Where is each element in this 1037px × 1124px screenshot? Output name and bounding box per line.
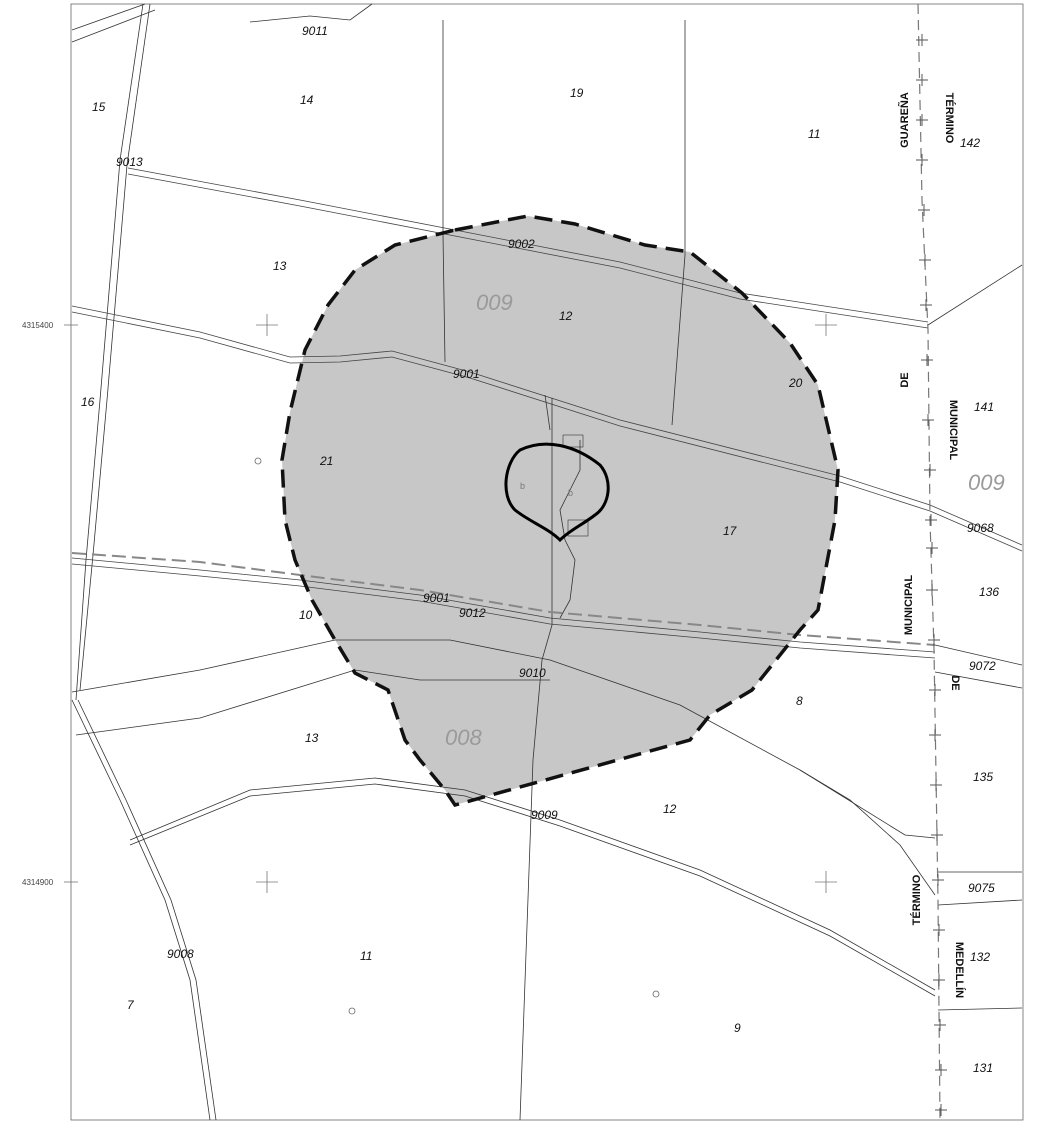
road-label: 9001 (423, 591, 450, 605)
boundary-labels: GUAREÑA DE MUNICIPAL TÉRMINO TÉRMINO MUN… (898, 92, 966, 998)
point-marker (652, 990, 660, 998)
parcel-label: 13 (273, 259, 287, 273)
point-marker (348, 1007, 356, 1015)
parcel-label: 12 (559, 309, 573, 323)
boundary-label: GUAREÑA (898, 92, 911, 148)
road-label: 9001 (453, 367, 480, 381)
road-label: 9072 (969, 659, 996, 673)
parcel-label: 17 (723, 524, 738, 538)
parcel-label: 16 (81, 395, 95, 409)
road-label: 9010 (519, 666, 546, 680)
boundary-label: MUNICIPAL (903, 575, 915, 636)
road-label: 9012 (459, 606, 486, 620)
parcel-label: 8 (796, 694, 803, 708)
parcel-label: 135 (973, 770, 993, 784)
parcel-label: 20 (788, 376, 803, 390)
road-label: 9013 (116, 155, 143, 169)
parcel-label: 11 (808, 127, 820, 141)
point-marker (254, 457, 262, 465)
boundary-label: TÉRMINO (943, 93, 956, 144)
boundary-label: MEDELLÍN (953, 942, 966, 998)
parcel-labels: 15 14 19 11 142 13 12 16 20 141 21 17 10… (81, 86, 999, 1075)
road-label: 9075 (968, 881, 995, 895)
grid-crosses (256, 314, 837, 893)
road-label: 9002 (508, 237, 535, 251)
parcel-label: 141 (974, 400, 994, 414)
road-label: 9009 (531, 808, 558, 822)
parcel-label: 136 (979, 585, 999, 599)
buffer-outline (280, 214, 840, 808)
boundary-label: DE (899, 372, 911, 387)
parcel-label: 142 (960, 136, 980, 150)
trail-dashed-line (71, 552, 936, 646)
parcel-label: 7 (127, 998, 135, 1012)
boundary-label: DE (949, 675, 961, 690)
zone-label: 008 (445, 725, 482, 750)
parcel-label: 19 (570, 86, 584, 100)
road-label: 9011 (302, 24, 328, 38)
central-area-outline (504, 442, 610, 543)
parcel-label: 15 (92, 100, 106, 114)
boundary-crosses (916, 34, 947, 1116)
parcel-label: 12 (663, 802, 677, 816)
parcel-label: 14 (300, 93, 314, 107)
parcel-label: 131 (973, 1061, 993, 1075)
boundary-label: MUNICIPAL (947, 400, 959, 461)
parcel-label: 10 (299, 608, 313, 622)
coord-label-top: 4315400 (22, 321, 54, 330)
zone-label: 009 (968, 470, 1005, 495)
road-labels: 9011 9013 9002 9001 9068 9001 9012 9072 … (116, 24, 996, 961)
marker-b: b (568, 488, 573, 498)
parcel-label: 13 (305, 731, 319, 745)
parcel-label: 9 (734, 1021, 741, 1035)
road-label: 9008 (167, 947, 194, 961)
parcel-label: 21 (319, 454, 333, 468)
parcel-label: 132 (970, 950, 990, 964)
road-label: 9068 (967, 521, 994, 535)
zone-label: 009 (476, 290, 513, 315)
marker-b: b (520, 481, 525, 491)
boundary-label: TÉRMINO (910, 874, 923, 925)
coord-label-bottom: 4314900 (22, 878, 54, 887)
parcel-label: 11 (360, 949, 372, 963)
